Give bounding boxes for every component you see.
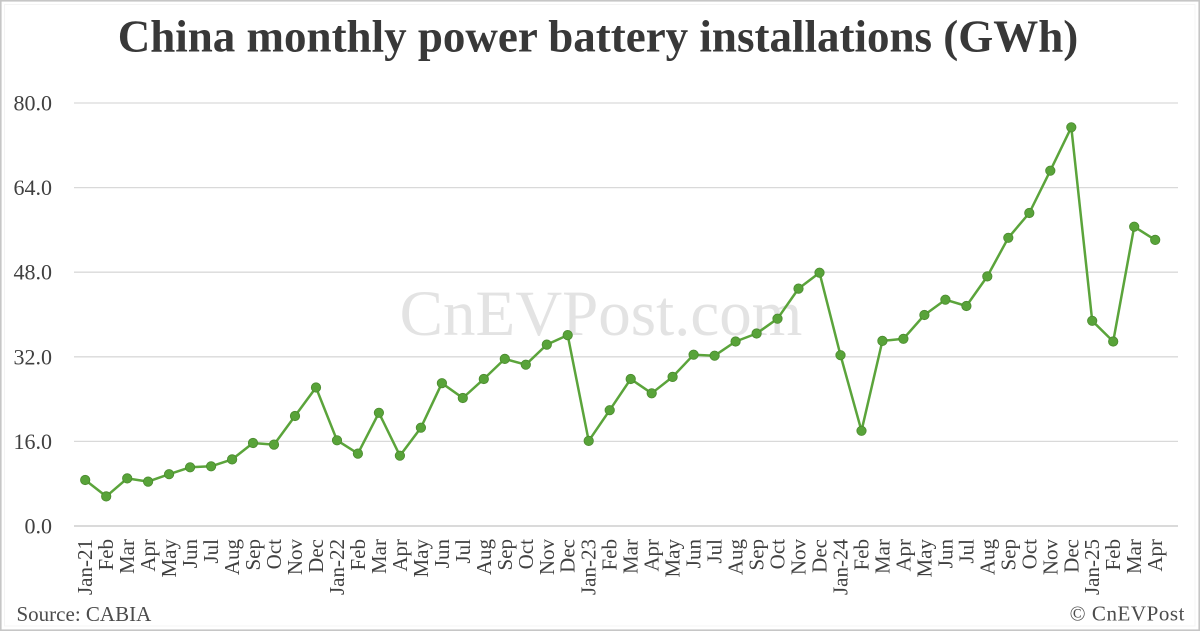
- svg-text:Jan-22: Jan-22: [325, 539, 349, 595]
- svg-text:Jan-25: Jan-25: [1080, 539, 1104, 595]
- svg-text:Dec: Dec: [1059, 539, 1083, 573]
- svg-text:80.0: 80.0: [14, 91, 53, 116]
- svg-text:Aug: Aug: [975, 539, 999, 576]
- svg-text:Oct: Oct: [514, 539, 538, 569]
- svg-text:Apr: Apr: [388, 539, 412, 572]
- svg-text:Mar: Mar: [1122, 539, 1146, 574]
- svg-text:Mar: Mar: [367, 539, 391, 574]
- svg-text:Jul: Jul: [199, 539, 223, 564]
- svg-text:Oct: Oct: [262, 539, 286, 569]
- svg-text:Jan-21: Jan-21: [73, 539, 97, 595]
- svg-text:China monthly power battery in: China monthly power battery installation…: [118, 12, 1079, 62]
- svg-text:Dec: Dec: [304, 539, 328, 573]
- svg-text:Dec: Dec: [808, 539, 832, 573]
- svg-text:Jul: Jul: [451, 539, 475, 564]
- svg-text:Feb: Feb: [94, 539, 118, 571]
- svg-text:Nov: Nov: [283, 539, 307, 576]
- svg-text:Feb: Feb: [598, 539, 622, 571]
- svg-text:Jan-24: Jan-24: [829, 539, 853, 595]
- svg-text:Feb: Feb: [1101, 539, 1125, 571]
- svg-text:0.0: 0.0: [25, 514, 53, 539]
- svg-text:Jun: Jun: [178, 539, 202, 569]
- svg-text:Apr: Apr: [1143, 539, 1167, 572]
- svg-text:Sep: Sep: [241, 539, 265, 571]
- svg-text:May: May: [912, 539, 936, 578]
- svg-text:Aug: Aug: [220, 539, 244, 576]
- svg-text:Nov: Nov: [787, 539, 811, 576]
- svg-text:Oct: Oct: [1017, 539, 1041, 569]
- svg-text:© CnEVPost: © CnEVPost: [1070, 602, 1185, 626]
- svg-text:Jun: Jun: [430, 539, 454, 569]
- svg-text:Aug: Aug: [724, 539, 748, 576]
- svg-text:Dec: Dec: [556, 539, 580, 573]
- svg-text:Apr: Apr: [136, 539, 160, 572]
- svg-text:Sep: Sep: [493, 539, 517, 571]
- svg-text:16.0: 16.0: [14, 429, 53, 454]
- svg-text:Apr: Apr: [640, 539, 664, 572]
- svg-text:Nov: Nov: [1038, 539, 1062, 576]
- svg-text:48.0: 48.0: [14, 260, 53, 285]
- svg-text:Aug: Aug: [472, 539, 496, 576]
- svg-text:64.0: 64.0: [14, 175, 53, 200]
- svg-text:Feb: Feb: [346, 539, 370, 571]
- svg-text:Mar: Mar: [870, 539, 894, 574]
- svg-text:May: May: [409, 539, 433, 578]
- svg-text:Jun: Jun: [933, 539, 957, 569]
- svg-text:Mar: Mar: [115, 539, 139, 574]
- svg-text:May: May: [157, 539, 181, 578]
- svg-text:Oct: Oct: [766, 539, 790, 569]
- svg-text:Nov: Nov: [535, 539, 559, 576]
- svg-text:Sep: Sep: [745, 539, 769, 571]
- svg-text:Jun: Jun: [682, 539, 706, 569]
- svg-text:Sep: Sep: [996, 539, 1020, 571]
- svg-text:Source: CABIA: Source: CABIA: [17, 602, 153, 626]
- svg-text:Jul: Jul: [703, 539, 727, 564]
- svg-text:Apr: Apr: [891, 539, 915, 572]
- svg-text:32.0: 32.0: [14, 344, 53, 369]
- svg-text:Jul: Jul: [954, 539, 978, 564]
- svg-text:Feb: Feb: [850, 539, 874, 571]
- svg-text:Jan-23: Jan-23: [577, 539, 601, 595]
- svg-text:Mar: Mar: [619, 539, 643, 574]
- svg-text:May: May: [661, 539, 685, 578]
